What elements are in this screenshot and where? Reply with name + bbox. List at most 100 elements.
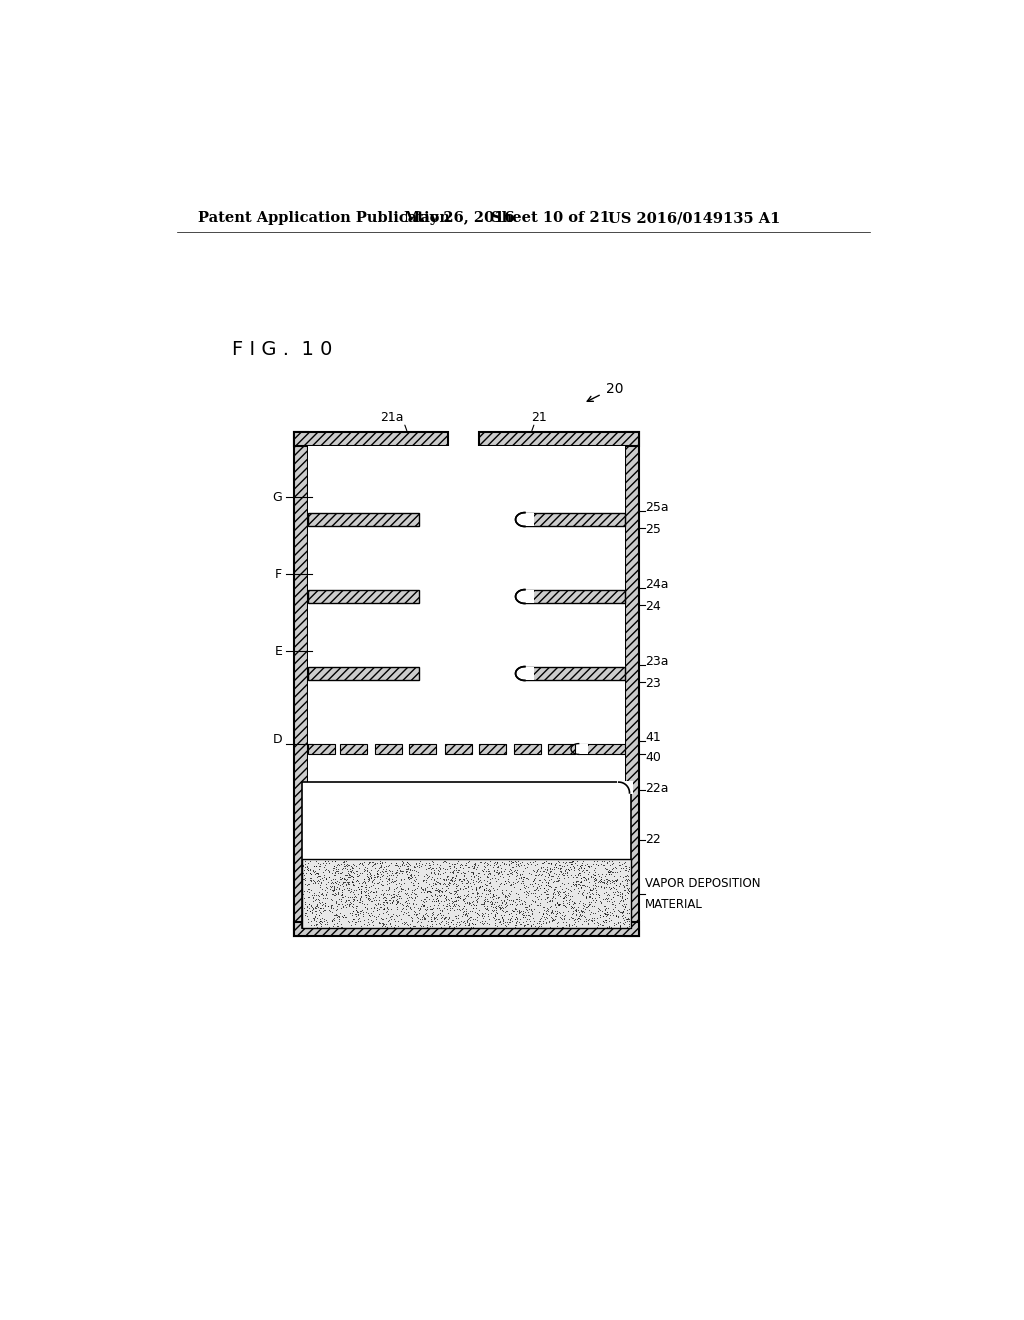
Point <box>526 899 543 920</box>
Point <box>337 865 353 886</box>
Point <box>507 908 523 929</box>
Point <box>325 857 341 878</box>
Point <box>489 891 506 912</box>
Point <box>424 891 440 912</box>
Point <box>478 874 495 895</box>
Point <box>388 878 404 899</box>
Point <box>512 853 528 874</box>
Point <box>407 887 423 908</box>
Point <box>413 855 429 876</box>
Point <box>339 858 355 879</box>
Point <box>360 851 377 873</box>
Point <box>460 886 476 907</box>
Point <box>384 890 400 911</box>
Point <box>408 904 424 925</box>
Point <box>407 866 423 887</box>
Point <box>458 853 474 874</box>
Point <box>513 873 529 894</box>
Bar <box>301 859 631 928</box>
Point <box>530 916 547 937</box>
Point <box>555 894 571 915</box>
Point <box>514 861 530 882</box>
Point <box>413 876 429 898</box>
Point <box>334 894 350 915</box>
Point <box>598 888 614 909</box>
Point <box>371 886 387 907</box>
Point <box>478 912 495 933</box>
Bar <box>617 780 633 795</box>
Point <box>340 866 356 887</box>
Point <box>378 855 394 876</box>
Point <box>414 879 430 900</box>
Point <box>429 887 445 908</box>
Point <box>616 884 633 906</box>
Point <box>595 906 611 927</box>
Point <box>447 880 464 902</box>
Point <box>328 873 344 894</box>
Point <box>419 904 435 925</box>
Point <box>351 865 368 886</box>
Point <box>425 857 441 878</box>
Point <box>376 883 392 904</box>
Point <box>441 908 458 929</box>
Point <box>467 887 483 908</box>
Point <box>588 890 604 911</box>
Point <box>455 902 471 923</box>
Point <box>434 882 451 903</box>
Point <box>309 862 326 883</box>
Point <box>488 887 505 908</box>
Point <box>518 896 535 917</box>
Point <box>547 883 563 904</box>
Point <box>553 857 569 878</box>
Point <box>518 867 535 888</box>
Point <box>513 913 529 935</box>
Point <box>407 884 423 906</box>
Point <box>352 887 369 908</box>
Point <box>368 853 384 874</box>
Point <box>549 892 565 913</box>
Point <box>486 904 503 925</box>
Point <box>339 865 355 886</box>
Point <box>493 862 509 883</box>
Point <box>381 878 397 899</box>
Point <box>328 862 344 883</box>
Point <box>548 853 564 874</box>
Point <box>428 858 444 879</box>
Point <box>555 887 571 908</box>
Point <box>339 855 355 876</box>
Point <box>531 892 548 913</box>
Point <box>586 865 602 886</box>
Point <box>516 915 532 936</box>
Point <box>424 913 440 935</box>
Point <box>595 911 611 932</box>
Point <box>317 883 334 904</box>
Point <box>443 866 460 887</box>
Point <box>353 876 370 898</box>
Point <box>426 859 442 880</box>
Point <box>350 870 367 891</box>
Point <box>418 871 434 892</box>
Point <box>345 890 361 911</box>
Point <box>426 907 442 928</box>
Point <box>605 899 622 920</box>
Point <box>484 867 501 888</box>
Point <box>370 894 386 915</box>
Point <box>481 873 498 894</box>
Point <box>372 867 388 888</box>
Point <box>465 898 481 919</box>
Point <box>343 861 359 882</box>
Point <box>611 886 628 907</box>
Point <box>550 870 566 891</box>
Point <box>450 875 466 896</box>
Point <box>394 853 411 874</box>
Point <box>299 899 315 920</box>
Point <box>425 873 441 894</box>
Point <box>335 906 351 927</box>
Point <box>561 894 578 915</box>
Point <box>493 861 509 882</box>
Point <box>433 911 450 932</box>
Point <box>563 903 580 924</box>
Point <box>389 896 406 917</box>
Point <box>335 907 351 928</box>
Point <box>385 886 401 907</box>
